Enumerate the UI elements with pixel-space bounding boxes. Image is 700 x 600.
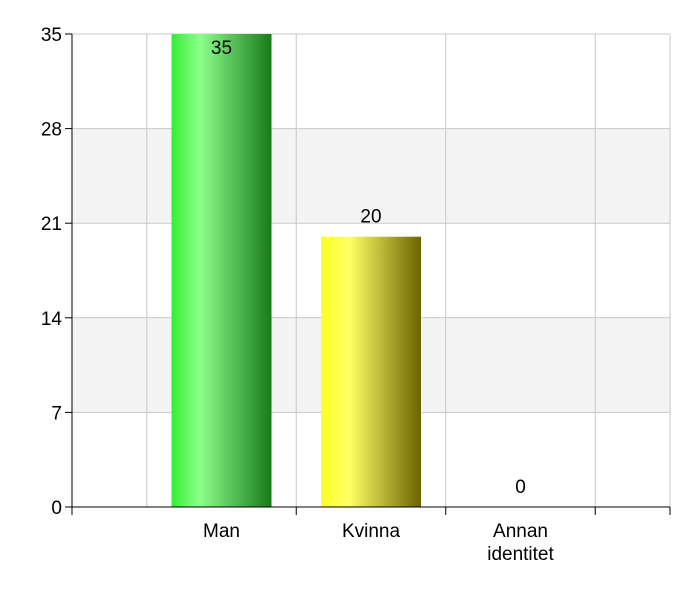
bar — [171, 34, 272, 507]
data-label: 0 — [515, 477, 526, 498]
y-tick-label: 28 — [41, 120, 62, 141]
data-label: 20 — [360, 207, 381, 228]
bar — [321, 236, 421, 507]
y-tick-label: 7 — [51, 403, 62, 424]
x-category-label: Man — [203, 521, 240, 542]
y-tick-label: 0 — [51, 498, 62, 519]
data-label: 35 — [211, 38, 232, 59]
y-tick-label: 14 — [41, 309, 63, 330]
x-category-label: Annan — [493, 521, 548, 542]
y-tick-label: 35 — [41, 25, 62, 46]
y-tick-label: 21 — [41, 214, 62, 235]
bars — [171, 34, 421, 507]
x-category-label: identitet — [487, 544, 554, 565]
axes — [65, 33, 671, 515]
x-category-label: Kvinna — [342, 521, 401, 542]
